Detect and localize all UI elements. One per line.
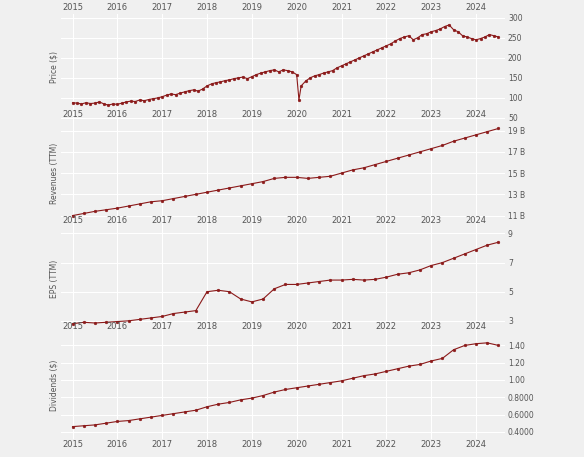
Y-axis label: Dividends ($): Dividends ($) xyxy=(50,360,58,411)
Y-axis label: Revenues (TTM): Revenues (TTM) xyxy=(50,143,58,204)
Y-axis label: EPS (TTM): EPS (TTM) xyxy=(50,260,58,298)
Y-axis label: Price ($): Price ($) xyxy=(50,51,58,83)
